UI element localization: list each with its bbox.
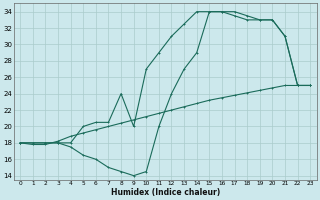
X-axis label: Humidex (Indice chaleur): Humidex (Indice chaleur): [111, 188, 220, 197]
